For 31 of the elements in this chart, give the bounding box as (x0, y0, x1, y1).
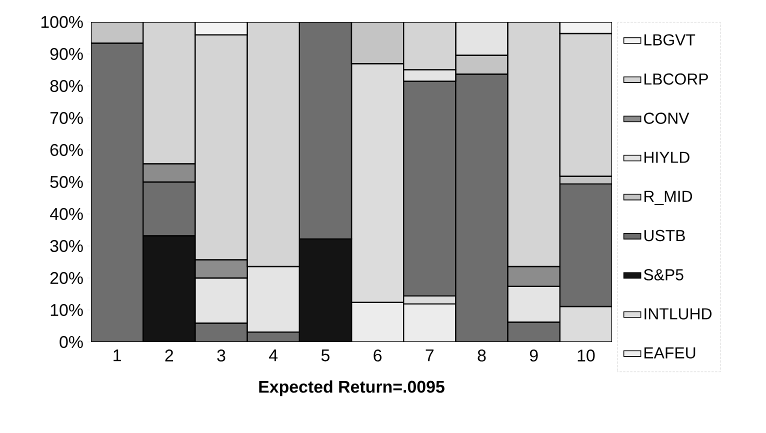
legend-label: EAFEU (644, 347, 696, 358)
legend-label: S&P5 (644, 269, 684, 280)
x-tick-label: 9 (530, 350, 538, 362)
y-tick-label: 10% (50, 304, 83, 316)
y-tick-label: 40% (50, 208, 83, 220)
y-tick-label: 0% (60, 336, 83, 348)
legend-label: LBGVT (644, 34, 696, 46)
legend-label: INTLUHD (644, 308, 712, 320)
y-tick-label: 80% (50, 80, 83, 92)
y-tick-label: 100% (41, 16, 83, 28)
y-tick-label: 30% (50, 240, 83, 252)
y-tick-label: 70% (50, 112, 83, 124)
x-tick-label: 8 (478, 350, 486, 362)
legend-label: R_MID (644, 190, 692, 206)
y-tick-label: 60% (50, 144, 83, 156)
y-tick-label: 90% (50, 48, 83, 60)
x-axis-title: Expected Return=.0095 (259, 380, 444, 396)
x-tick-label: 2 (165, 350, 174, 362)
legend-label: HIYLD (644, 152, 690, 163)
legend-label: USTB (644, 230, 685, 242)
y-tick-label: 50% (50, 176, 83, 188)
x-tick-label: 6 (374, 350, 382, 362)
x-tick-label: 1 (114, 350, 121, 362)
legend-label: LBCORP (644, 73, 708, 85)
legend-label: CONV (644, 112, 690, 124)
x-tick-label: 10 (578, 350, 595, 362)
x-tick-label: 5 (321, 350, 330, 362)
x-tick-label: 7 (426, 350, 434, 362)
y-tick-label: 20% (50, 272, 83, 284)
x-tick-label: 3 (217, 350, 226, 362)
x-tick-label: 4 (269, 350, 278, 362)
